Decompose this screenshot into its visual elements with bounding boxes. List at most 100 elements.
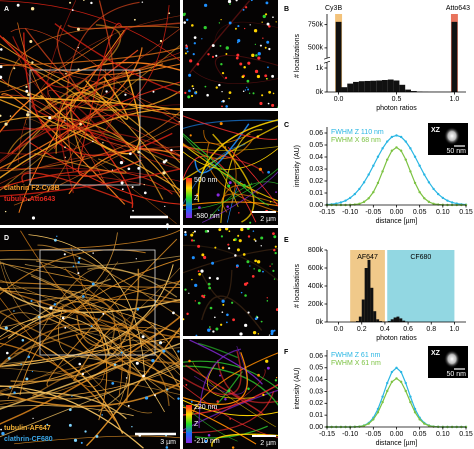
spot <box>166 223 169 225</box>
fiber <box>31 278 111 321</box>
spot <box>141 1 144 3</box>
spot <box>237 25 240 28</box>
spot <box>0 428 2 431</box>
series-point <box>399 380 403 384</box>
spot <box>68 408 72 412</box>
spot <box>232 238 236 242</box>
spot <box>95 434 99 438</box>
spot <box>84 430 87 433</box>
spot <box>219 44 222 47</box>
y-tick-label: 0k <box>316 89 324 96</box>
spot <box>216 277 219 280</box>
series-point <box>358 187 361 191</box>
fiber <box>215 371 243 405</box>
fiber <box>21 172 134 205</box>
spot <box>257 269 261 273</box>
x-tick-label: 1.0 <box>450 96 460 103</box>
panel-label: E <box>284 237 289 244</box>
series-point <box>362 181 366 184</box>
spot <box>209 306 213 310</box>
histogram-bar <box>390 319 394 322</box>
spot <box>188 89 191 93</box>
fiber <box>0 312 175 400</box>
series-point <box>418 418 421 421</box>
spot <box>234 27 237 30</box>
fiber <box>0 281 180 288</box>
spot <box>83 0 85 1</box>
spot <box>266 300 269 302</box>
spot <box>202 295 206 299</box>
spot <box>16 3 20 7</box>
spot <box>29 39 33 44</box>
spot <box>251 274 255 278</box>
series-point <box>381 170 384 173</box>
fiber <box>0 405 134 417</box>
fiber <box>0 99 180 191</box>
spot <box>272 269 275 272</box>
spot <box>184 91 187 95</box>
spot <box>142 374 145 378</box>
fiber <box>50 68 107 190</box>
spot <box>246 86 248 88</box>
x-tick-label: -0.15 <box>319 209 335 216</box>
y-tick-label: 400k <box>308 283 324 290</box>
series-point <box>404 158 407 161</box>
spot <box>274 245 277 248</box>
spot <box>252 92 255 95</box>
inset-psf <box>444 350 460 368</box>
spot <box>193 36 197 40</box>
legend-entry: FWHM X 61 nm <box>331 360 381 367</box>
y-tick-label: 750k <box>308 21 324 28</box>
fiber <box>1 264 174 367</box>
x-axis-label: photon ratios <box>376 105 417 112</box>
spot <box>272 16 274 19</box>
fiber <box>13 122 180 206</box>
spot <box>259 44 262 47</box>
y-tick-label: 200k <box>308 301 324 308</box>
spot <box>257 56 261 60</box>
spot <box>201 253 205 257</box>
fiber <box>80 356 130 412</box>
spot <box>254 69 259 74</box>
inset-scale-label: 50 nm <box>447 371 467 378</box>
micrograph <box>0 228 180 449</box>
histogram-bar <box>410 91 417 92</box>
spot <box>30 7 35 11</box>
spot <box>192 231 195 234</box>
spot <box>166 228 169 230</box>
spot <box>207 53 210 56</box>
spot <box>268 334 271 336</box>
spot <box>68 423 72 427</box>
fiber <box>87 267 178 298</box>
spot <box>215 327 219 331</box>
spot <box>64 146 66 149</box>
series-point <box>427 181 431 184</box>
spot <box>265 1 269 5</box>
fiber <box>37 244 180 318</box>
channel-label: tubulin-AF647 <box>4 425 51 432</box>
spot <box>254 317 258 321</box>
series-point <box>423 173 426 176</box>
spot <box>65 72 67 75</box>
spot <box>27 111 29 113</box>
spot <box>208 276 211 280</box>
fiber <box>76 279 180 347</box>
spot <box>228 181 232 185</box>
series-point <box>367 197 370 200</box>
spot <box>200 269 204 273</box>
spot <box>165 446 169 449</box>
series-point <box>413 411 417 414</box>
spot <box>255 315 258 318</box>
y-tick-label: 800k <box>308 247 324 254</box>
series-point <box>423 422 426 425</box>
fiber <box>0 267 180 393</box>
y-axis-label: # localisations <box>294 264 301 308</box>
fiber <box>227 181 242 223</box>
spot <box>270 332 274 336</box>
band-label: Cy3B <box>325 5 342 12</box>
spot <box>9 115 12 117</box>
fiber <box>10 268 140 383</box>
spot <box>137 150 140 154</box>
spot <box>260 320 263 323</box>
spot <box>211 55 215 58</box>
